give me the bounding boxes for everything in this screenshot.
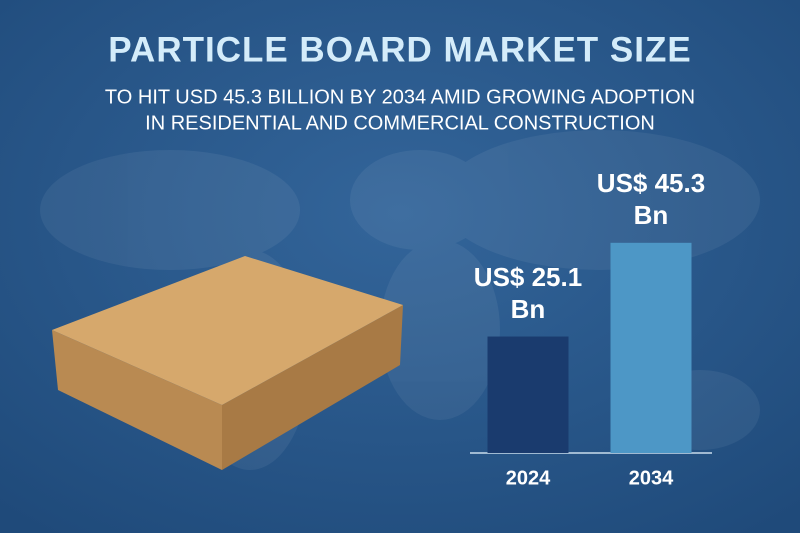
x-tick-label: 2024 bbox=[506, 467, 551, 489]
title: PARTICLE BOARD MARKET SIZE bbox=[108, 30, 691, 69]
value-label: US$ 45.3 Bn bbox=[596, 167, 706, 230]
value-label: US$ 25.1 Bn bbox=[473, 261, 583, 324]
x-tick-label: 2034 bbox=[629, 467, 674, 489]
subtitle: TO HIT USD 45.3 BILLION BY 2034 AMID GRO… bbox=[105, 86, 695, 108]
bar bbox=[487, 336, 569, 453]
bar bbox=[610, 242, 692, 453]
particle-board bbox=[52, 256, 403, 470]
subtitle: IN RESIDENTIAL AND COMMERCIAL CONSTRUCTI… bbox=[145, 112, 655, 134]
